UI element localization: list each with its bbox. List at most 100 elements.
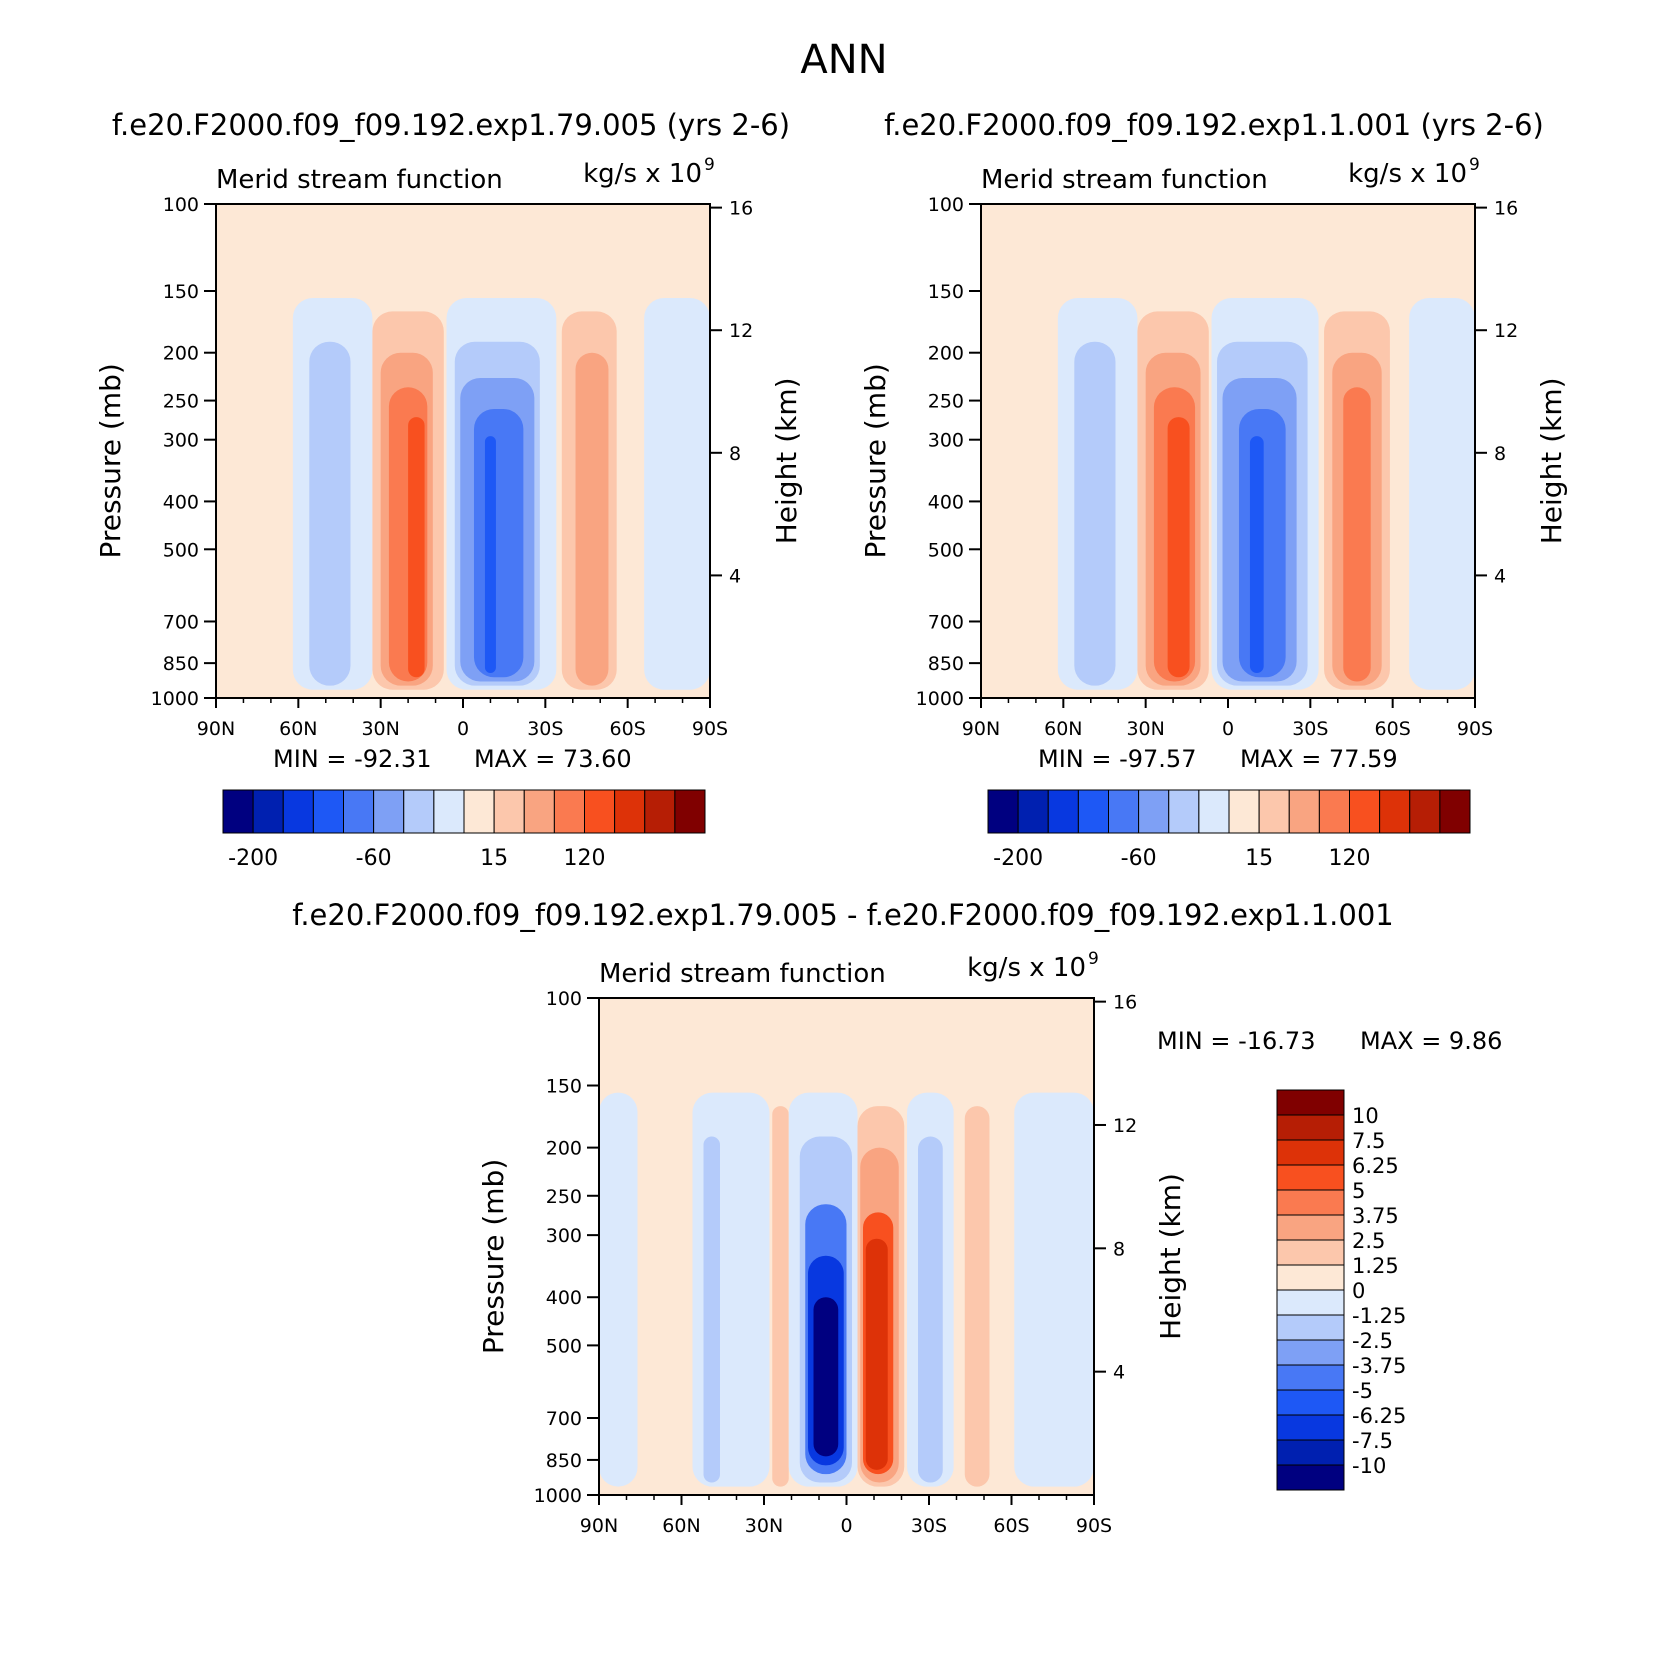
- y-right-tick-label: 16: [1494, 198, 1518, 220]
- colorbar-swatch: [1276, 1414, 1345, 1441]
- colorbar-swatch: [1276, 1314, 1345, 1341]
- colorbar: -200 -60 15 120: [222, 789, 706, 871]
- contour-band: [408, 417, 425, 678]
- colorbar-label: -200: [993, 846, 1043, 871]
- x-tick-label: 90S: [1076, 1515, 1112, 1537]
- colorbar-swatch: [1276, 1264, 1345, 1291]
- y-tick-label: 300: [546, 1225, 582, 1247]
- contour-band: [599, 1092, 638, 1487]
- y-right-tick-label: 16: [729, 198, 753, 220]
- contour-band: [1409, 298, 1475, 690]
- colorbar-label: -5: [1352, 1379, 1373, 1403]
- colorbar-label: -2.5: [1352, 1329, 1393, 1353]
- colorbar-swatch: [493, 789, 525, 834]
- contour-band: [964, 1106, 990, 1487]
- y-tick-label: 300: [163, 430, 199, 452]
- panel2-case-title: f.e20.F2000.f09_f09.192.exp1.1.001 (yrs …: [884, 108, 1544, 142]
- colorbar-swatch: [1276, 1239, 1345, 1266]
- y-tick-label: 200: [928, 343, 964, 365]
- contour-band: [703, 1136, 720, 1483]
- contour-band: [772, 1106, 789, 1487]
- y-right-tick-label: 8: [729, 443, 741, 465]
- max-label: MAX = 9.86: [1360, 1027, 1502, 1055]
- x-tick-label: 0: [840, 1515, 852, 1537]
- y-tick-label: 100: [546, 988, 582, 1010]
- contour-band: [1014, 1092, 1094, 1487]
- y-right-tick-label: 8: [1494, 443, 1506, 465]
- colorbar-label: -6.25: [1352, 1404, 1406, 1428]
- y-right-tick-label: 8: [1113, 1238, 1125, 1260]
- x-tick-label: 90S: [692, 718, 728, 740]
- contour-band: [986, 260, 1064, 694]
- colorbar-label: 5: [1352, 1179, 1365, 1203]
- contour-band: [637, 1054, 693, 1491]
- min-label: MIN = -92.31: [273, 745, 431, 773]
- min-label: MIN = -16.73: [1157, 1027, 1315, 1055]
- y-tick-label: 100: [928, 194, 964, 216]
- colorbar-label: 0: [1352, 1279, 1365, 1303]
- y-right-axis-title: Height (km): [1535, 377, 1568, 544]
- contour-band: [484, 436, 496, 673]
- colorbar-swatch: [1276, 1339, 1345, 1366]
- colorbar-swatch: [252, 789, 284, 834]
- colorbar-swatch: [553, 789, 585, 834]
- contour-band: [813, 1297, 839, 1457]
- figure-title: ANN: [800, 37, 887, 83]
- y-right-tick-label: 4: [729, 565, 741, 587]
- colorbar-label: 120: [564, 846, 606, 871]
- colorbar-swatch: [1077, 789, 1109, 834]
- y-tick-label: 850: [546, 1450, 582, 1472]
- contour-band: [918, 1136, 943, 1483]
- colorbar-swatch: [312, 789, 344, 834]
- colorbar-swatch: [614, 789, 646, 834]
- y-tick-label: 500: [546, 1335, 582, 1357]
- contour-band: [473, 408, 524, 678]
- units-exponent: 9: [704, 155, 715, 175]
- x-tick-label: 30S: [911, 1515, 947, 1537]
- x-tick-label: 60N: [1044, 718, 1082, 740]
- y-right-axis-title: Height (km): [770, 377, 803, 544]
- colorbar-swatch: [463, 789, 495, 834]
- colorbar-swatch: [1228, 789, 1260, 834]
- y-right-tick-label: 12: [1113, 1115, 1137, 1137]
- colorbar: -200 -60 15 120: [987, 789, 1471, 871]
- units-label: kg/s x 10: [583, 159, 702, 189]
- x-tick-label: 90S: [1457, 718, 1493, 740]
- x-tick-label: 0: [1222, 718, 1234, 740]
- colorbar-swatch: [584, 789, 616, 834]
- x-tick-label: 90N: [580, 1515, 618, 1537]
- x-tick-label: 30S: [527, 718, 563, 740]
- variable-label: Merid stream function: [216, 165, 503, 195]
- contour-band: [575, 352, 609, 686]
- x-tick-label: 90N: [197, 718, 235, 740]
- max-label: MAX = 77.59: [1240, 745, 1398, 773]
- y-tick-label: 150: [163, 281, 199, 303]
- y-tick-label: 250: [163, 391, 199, 413]
- colorbar-label: 3.75: [1352, 1204, 1399, 1228]
- colorbar-label: 1.25: [1352, 1254, 1399, 1278]
- colorbar-swatch: [1138, 789, 1170, 834]
- y-tick-label: 1000: [534, 1485, 582, 1507]
- y-right-tick-label: 16: [1113, 992, 1137, 1014]
- colorbar-swatch: [1258, 789, 1290, 834]
- colorbar-swatch: [1276, 1114, 1345, 1141]
- colorbar-label: 7.5: [1352, 1129, 1385, 1153]
- x-tick-label: 60N: [279, 718, 317, 740]
- y-tick-label: 300: [928, 430, 964, 452]
- y-axis-title: Pressure (mb): [94, 363, 127, 558]
- panel3-chart: 90N 60N 30N 0 30S 60S 90S100150200250300400500…: [477, 949, 1502, 1537]
- y-tick-label: 850: [928, 653, 964, 675]
- colorbar-swatch: [343, 789, 375, 834]
- y-right-axis-title: Height (km): [1154, 1173, 1187, 1340]
- colorbar-label: -3.75: [1352, 1354, 1406, 1378]
- min-label: MIN = -97.57: [1038, 745, 1196, 773]
- colorbar-swatch: [282, 789, 314, 834]
- colorbar-swatch: [1276, 1139, 1345, 1166]
- colorbar-swatch: [1276, 1214, 1345, 1241]
- x-tick-label: 30N: [745, 1515, 783, 1537]
- colorbar-label: -60: [1121, 846, 1157, 871]
- y-right-tick-label: 12: [1494, 320, 1518, 342]
- colorbar-swatch: [1276, 1364, 1345, 1391]
- y-tick-label: 850: [163, 653, 199, 675]
- units-label: kg/s x 10: [1348, 159, 1467, 189]
